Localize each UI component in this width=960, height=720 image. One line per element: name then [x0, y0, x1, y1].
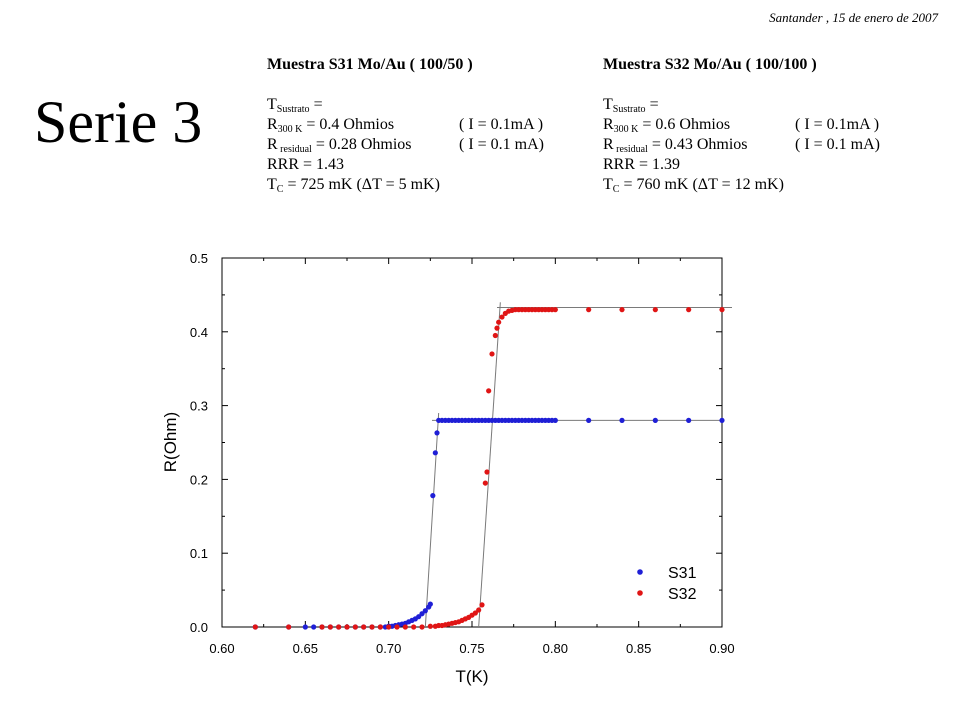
data-point	[434, 430, 440, 436]
sample-title: Muestra S32 Mo/Au ( 100/100 )	[603, 56, 817, 73]
data-point	[489, 351, 495, 357]
data-point	[686, 417, 692, 423]
fit-line	[424, 412, 440, 628]
y-tick-label: 0.5	[190, 251, 208, 266]
x-tick-label: 0.70	[376, 641, 401, 656]
r-residual-condition: ( I = 0.1 mA)	[459, 136, 545, 153]
x-tick-label: 0.65	[293, 641, 318, 656]
x-tick-label: 0.90	[709, 641, 734, 656]
data-point	[652, 307, 658, 313]
data-point	[361, 624, 367, 630]
data-point	[494, 325, 500, 331]
t-sustrato-row: TSustrato =	[603, 96, 659, 115]
data-point	[432, 450, 438, 456]
y-tick-label: 0.0	[190, 620, 208, 635]
data-point	[652, 417, 658, 423]
data-point	[427, 623, 433, 629]
r-residual-row: R residual = 0.43 Ohmios( I = 0.1 mA)	[603, 136, 881, 155]
data-point	[402, 624, 408, 630]
data-point	[377, 624, 383, 630]
data-point	[394, 624, 400, 630]
legend-label: S31	[668, 565, 697, 582]
data-point	[311, 624, 317, 630]
legend-label: S32	[668, 586, 697, 603]
data-point	[552, 417, 558, 423]
tc-row: TC = 760 mK (ΔT = 12 mK)	[603, 176, 784, 195]
data-point	[486, 388, 492, 394]
data-point	[411, 624, 417, 630]
legend-marker	[637, 590, 643, 596]
sample-title: Muestra S31 Mo/Au ( 100/50 )	[267, 56, 473, 73]
tc-row: TC = 725 mK (ΔT = 5 mK)	[267, 176, 440, 195]
data-point	[492, 332, 498, 339]
legend-marker	[637, 569, 643, 575]
data-point	[484, 469, 490, 475]
data-point	[619, 307, 625, 313]
rrr-row: RRR = 1.43	[267, 156, 345, 173]
data-point	[472, 610, 478, 616]
y-axis-label: R(Ohm)	[161, 412, 180, 472]
series-s32	[252, 307, 725, 630]
data-point	[327, 624, 333, 630]
data-point	[252, 624, 258, 630]
data-point	[386, 624, 392, 630]
data-point	[496, 319, 502, 325]
data-point	[586, 417, 592, 423]
y-tick-label: 0.4	[190, 325, 208, 340]
data-point	[416, 614, 422, 620]
data-point	[586, 307, 592, 313]
data-point	[336, 624, 342, 630]
data-point	[499, 314, 505, 320]
x-tick-label: 0.60	[209, 641, 234, 656]
x-tick-label: 0.80	[543, 641, 568, 656]
r-residual-row: R residual = 0.28 Ohmios( I = 0.1 mA)	[267, 136, 545, 155]
data-point	[419, 624, 425, 630]
data-point	[552, 307, 558, 313]
sample-info-s31: Muestra S31 Mo/Au ( 100/50 ) TSustrato =…	[267, 55, 545, 195]
data-point	[286, 624, 292, 630]
r300-condition: ( I = 0.1mA )	[795, 116, 880, 133]
r300-row: R300 K = 0.6 Ohmios( I = 0.1mA )	[603, 116, 880, 135]
data-point	[344, 624, 350, 630]
data-point	[319, 624, 325, 630]
data-point	[422, 608, 428, 614]
x-tick-label: 0.85	[626, 641, 651, 656]
data-point	[719, 417, 725, 423]
data-point	[619, 417, 625, 423]
data-point	[476, 607, 482, 613]
data-point	[419, 611, 425, 617]
fit-line	[478, 302, 501, 628]
data-point	[430, 493, 436, 499]
x-tick-label: 0.75	[459, 641, 484, 656]
serie-title: Serie 3	[34, 89, 203, 155]
y-tick-label: 0.2	[190, 472, 208, 487]
data-point	[482, 480, 488, 486]
data-point	[479, 602, 485, 608]
series-s31	[252, 417, 725, 630]
r300-row: R300 K = 0.4 Ohmios( I = 0.1mA )	[267, 116, 544, 135]
t-sustrato-row: TSustrato =	[267, 96, 323, 115]
rrr-row: RRR = 1.39	[603, 156, 681, 173]
sample-info-s32: Muestra S32 Mo/Au ( 100/100 ) TSustrato …	[603, 55, 881, 195]
r300-condition: ( I = 0.1mA )	[459, 116, 544, 133]
data-point	[369, 624, 375, 630]
data-point	[719, 307, 725, 313]
data-point	[686, 307, 692, 313]
date-label: Santander , 15 de enero de 2007	[769, 10, 938, 25]
r-residual-condition: ( I = 0.1 mA)	[795, 136, 881, 153]
plot-frame	[221, 257, 723, 628]
x-axis-label: T(K)	[455, 667, 488, 686]
y-tick-label: 0.1	[190, 546, 208, 561]
data-point	[427, 601, 433, 607]
data-point	[302, 624, 308, 630]
y-tick-label: 0.3	[190, 399, 208, 414]
data-point	[352, 624, 358, 630]
